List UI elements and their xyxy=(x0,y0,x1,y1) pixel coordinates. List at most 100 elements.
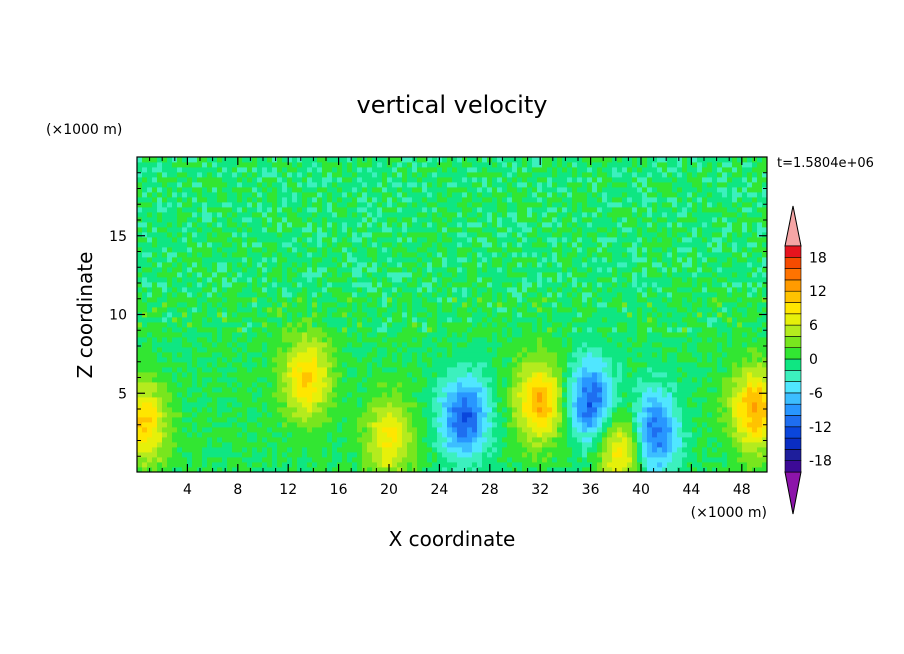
field-cell xyxy=(572,357,578,363)
field-cell xyxy=(352,277,358,283)
field-cell xyxy=(582,412,588,418)
field-cell xyxy=(402,442,408,448)
field-cell xyxy=(447,397,453,403)
field-cell xyxy=(207,297,213,303)
field-cell xyxy=(747,317,753,323)
field-cell xyxy=(292,407,298,413)
field-cell xyxy=(342,342,348,348)
field-cell xyxy=(552,292,558,298)
field-cell xyxy=(247,422,253,428)
field-cell xyxy=(237,357,243,363)
field-cell xyxy=(697,377,703,383)
field-cell xyxy=(387,412,393,418)
field-cell xyxy=(707,437,713,443)
field-cell xyxy=(267,457,273,463)
field-cell xyxy=(267,347,273,353)
field-cell xyxy=(492,342,498,348)
field-cell xyxy=(307,432,313,438)
field-cell xyxy=(742,372,748,378)
field-cell xyxy=(602,347,608,353)
field-cell xyxy=(327,437,333,443)
field-cell xyxy=(357,277,363,283)
field-cell xyxy=(297,357,303,363)
field-cell xyxy=(257,307,263,313)
field-cell xyxy=(177,367,183,373)
field-cell xyxy=(752,447,758,453)
field-cell xyxy=(652,302,658,308)
field-cell xyxy=(677,392,683,398)
field-cell xyxy=(477,392,483,398)
field-cell xyxy=(307,337,313,343)
field-cell xyxy=(272,452,278,458)
field-cell xyxy=(737,437,743,443)
field-cell xyxy=(682,352,688,358)
field-cell xyxy=(162,437,168,443)
field-cell xyxy=(682,327,688,333)
field-cell xyxy=(507,417,513,423)
field-cell xyxy=(762,322,767,328)
field-cell xyxy=(262,432,268,438)
field-cell xyxy=(442,452,448,458)
field-cell xyxy=(692,347,698,353)
field-cell xyxy=(352,282,358,288)
field-cell xyxy=(192,302,198,308)
field-cell xyxy=(267,312,273,318)
field-cell xyxy=(242,462,248,468)
field-cell xyxy=(347,392,353,398)
field-cell xyxy=(172,342,178,348)
field-cell xyxy=(172,287,178,293)
field-cell xyxy=(212,272,218,278)
field-cell xyxy=(492,417,498,423)
field-cell xyxy=(352,342,358,348)
field-cell xyxy=(152,452,158,458)
field-cell xyxy=(287,287,293,293)
field-cell xyxy=(652,377,658,383)
field-cell xyxy=(187,352,193,358)
field-cell xyxy=(262,287,268,293)
field-cell xyxy=(697,297,703,303)
field-cell xyxy=(337,422,343,428)
field-cell xyxy=(397,367,403,373)
field-cell xyxy=(217,377,223,383)
field-cell xyxy=(427,292,433,298)
field-cell xyxy=(527,437,533,443)
field-cell xyxy=(292,302,298,308)
field-cell xyxy=(542,397,548,403)
field-cell xyxy=(247,427,253,433)
field-cell xyxy=(327,282,333,288)
field-cell xyxy=(282,282,288,288)
field-cell xyxy=(717,357,723,363)
field-cell xyxy=(732,452,738,458)
field-cell xyxy=(157,352,163,358)
field-cell xyxy=(317,407,323,413)
field-cell xyxy=(387,457,393,463)
field-cell xyxy=(327,347,333,353)
field-cell xyxy=(287,457,293,463)
field-cell xyxy=(352,272,358,278)
field-cell xyxy=(282,337,288,343)
field-cell xyxy=(297,272,303,278)
field-cell xyxy=(667,362,673,368)
field-cell xyxy=(627,467,633,472)
field-cell xyxy=(642,417,648,423)
field-cell xyxy=(727,277,733,283)
field-cell xyxy=(367,302,373,308)
field-cell xyxy=(282,382,288,388)
field-cell xyxy=(172,272,178,278)
field-cell xyxy=(267,447,273,453)
field-cell xyxy=(377,282,383,288)
field-cell xyxy=(302,452,308,458)
field-cell xyxy=(202,457,208,463)
field-cell xyxy=(392,387,398,393)
field-cell xyxy=(672,457,678,463)
field-cell xyxy=(637,412,643,418)
field-cell xyxy=(532,347,538,353)
field-cell xyxy=(237,422,243,428)
field-cell xyxy=(157,302,163,308)
field-cell xyxy=(657,317,663,323)
field-cell xyxy=(312,292,318,298)
field-cell xyxy=(592,302,598,308)
field-cell xyxy=(447,452,453,458)
field-cell xyxy=(507,372,513,378)
field-cell xyxy=(492,322,498,328)
